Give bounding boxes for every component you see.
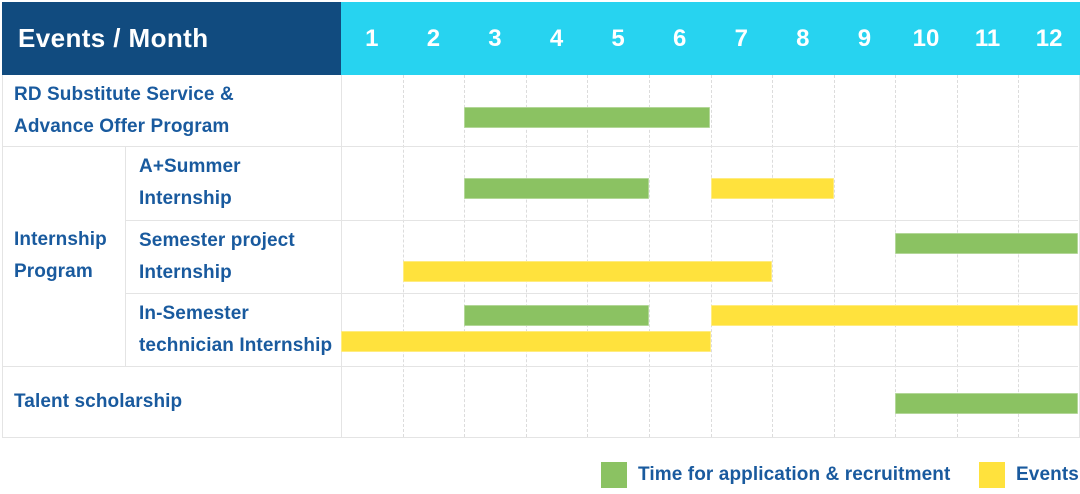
legend-item-events: Events: [979, 461, 1079, 489]
yellow-swatch-icon: [979, 462, 1005, 488]
row-divider: [125, 220, 1078, 221]
label-line: Advance Offer Program: [14, 115, 230, 137]
month-header-cell: 3: [488, 24, 502, 52]
month-gridline: [525, 75, 527, 437]
month-gridline: [587, 75, 589, 437]
gantt-bar-green: [464, 305, 649, 326]
legend-label: Time for application & recruitment: [638, 464, 951, 485]
column-divider: [125, 146, 126, 366]
month-header-cell: 2: [426, 24, 441, 52]
gantt-bar-yellow: [402, 261, 773, 282]
month-gridline: [710, 75, 712, 437]
month-header-cell: 9: [857, 24, 872, 52]
month-header-cell: 5: [611, 24, 625, 52]
gantt-bar-green: [895, 393, 1078, 414]
row-label-3: In-Semester technician Internship: [139, 293, 332, 366]
gantt-bar-yellow: [341, 331, 711, 352]
label-line: In-Semester: [139, 302, 249, 324]
legend-label: Events: [1016, 464, 1079, 485]
label-line: Internship: [139, 261, 232, 283]
month-header-cell: 8: [796, 24, 810, 52]
month-gridline: [833, 75, 835, 437]
gantt-bar-yellow: [710, 178, 834, 199]
legend: Time for application & recruitment Event…: [0, 455, 1080, 494]
corner-label: Events / Month: [18, 23, 209, 53]
month-header-cell: 12: [1035, 24, 1063, 52]
row-divider: [2, 146, 1078, 147]
month-header-cell: 1: [365, 24, 379, 52]
month-gridline: [402, 75, 404, 437]
gantt-bar-green: [464, 178, 649, 199]
gantt-bar-green: [464, 107, 711, 128]
label-line: A+Summer: [139, 156, 241, 177]
row-label-0: RD Substitute Service & Advance Offer Pro…: [14, 75, 234, 146]
label-line: Program: [14, 261, 93, 282]
month-header-cell: 6: [673, 24, 687, 52]
events-month-header-cell: Events / Month: [2, 2, 341, 75]
month-gridline: [464, 75, 466, 437]
group-label-internship-program: Internship Program: [14, 146, 107, 366]
legend-item-application: Time for application & recruitment: [601, 461, 950, 489]
row-label-1: A+Summer Internship: [139, 146, 241, 220]
label-line: Internship: [14, 229, 107, 250]
month-header-cell: 4: [549, 24, 564, 52]
label-line: Talent scholarship: [14, 390, 183, 412]
month-gridline: [1018, 75, 1020, 437]
month-header-cell: 10: [912, 24, 940, 52]
month-gridline: [648, 75, 650, 437]
row-divider: [125, 293, 1078, 294]
row-divider: [2, 366, 1078, 367]
month-header-cell: 7: [734, 24, 748, 52]
column-divider: [341, 75, 342, 437]
month-gridline: [895, 75, 897, 437]
gantt-bar-green: [895, 233, 1078, 254]
green-swatch-icon: [601, 462, 627, 488]
label-line: Internship: [139, 188, 232, 209]
label-line: RD Substitute Service &: [14, 83, 234, 105]
month-gridline: [772, 75, 774, 437]
row-label-2: Semester project Internship: [139, 220, 295, 293]
gantt-bar-yellow: [710, 305, 1078, 326]
label-line: Semester project: [139, 229, 295, 251]
month-header-cell: 11: [974, 24, 1001, 52]
label-line: technician Internship: [139, 334, 333, 356]
row-label-4: Talent scholarship: [14, 366, 182, 437]
month-header-row: 1 2 3 4 5 6 7 8 9 10 11 12: [341, 2, 1080, 75]
month-gridline: [956, 75, 958, 437]
